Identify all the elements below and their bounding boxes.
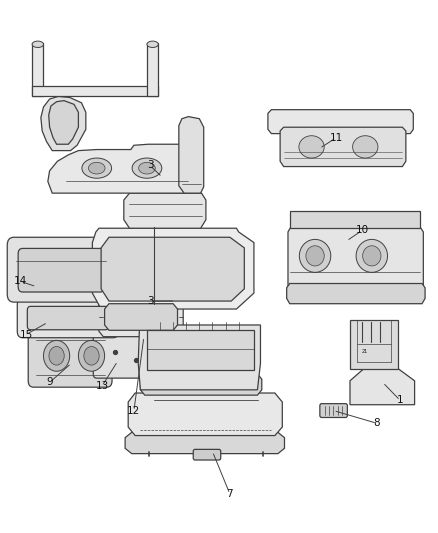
Polygon shape [179,117,204,193]
FancyBboxPatch shape [28,329,112,387]
Text: 7: 7 [226,489,233,499]
Ellipse shape [356,239,388,272]
Polygon shape [288,227,424,303]
FancyBboxPatch shape [7,237,116,302]
FancyBboxPatch shape [17,298,119,338]
Polygon shape [125,432,285,454]
Polygon shape [32,43,43,96]
Text: 14: 14 [14,277,27,286]
FancyBboxPatch shape [18,248,105,292]
Polygon shape [268,110,413,134]
Ellipse shape [139,163,155,174]
Polygon shape [105,304,177,330]
Text: 13: 13 [95,381,109,391]
Ellipse shape [363,246,381,266]
Polygon shape [128,393,283,435]
Polygon shape [124,193,206,228]
Text: 9: 9 [46,377,53,387]
Ellipse shape [147,41,158,47]
Polygon shape [92,228,254,309]
Text: 11: 11 [329,133,343,143]
Ellipse shape [43,341,70,371]
Polygon shape [41,96,86,151]
Polygon shape [147,43,158,96]
FancyBboxPatch shape [320,403,347,417]
Polygon shape [141,374,262,395]
FancyBboxPatch shape [27,306,109,330]
Ellipse shape [78,341,105,371]
Polygon shape [280,127,406,166]
Ellipse shape [299,136,324,158]
Polygon shape [290,211,420,228]
Polygon shape [99,297,183,337]
Polygon shape [350,368,415,405]
Polygon shape [49,101,78,144]
FancyBboxPatch shape [193,449,221,460]
Polygon shape [101,237,244,301]
Ellipse shape [32,41,43,47]
Ellipse shape [49,346,64,365]
Ellipse shape [88,163,105,174]
Polygon shape [138,325,261,390]
Ellipse shape [353,136,378,158]
Text: 10: 10 [356,225,369,236]
Ellipse shape [132,158,162,178]
Text: 3: 3 [147,160,153,171]
Ellipse shape [299,239,331,272]
Polygon shape [350,320,398,368]
Text: 1: 1 [397,395,403,406]
FancyBboxPatch shape [93,333,159,378]
Text: 15: 15 [19,329,33,340]
Ellipse shape [84,346,99,365]
Ellipse shape [82,158,112,178]
Polygon shape [147,330,254,370]
Text: 12: 12 [127,406,141,416]
Polygon shape [287,284,425,304]
Text: 3: 3 [147,296,153,306]
Text: 8: 8 [374,418,380,429]
Ellipse shape [306,246,324,266]
Polygon shape [32,86,158,96]
Polygon shape [48,144,201,193]
Text: 21: 21 [361,349,367,354]
